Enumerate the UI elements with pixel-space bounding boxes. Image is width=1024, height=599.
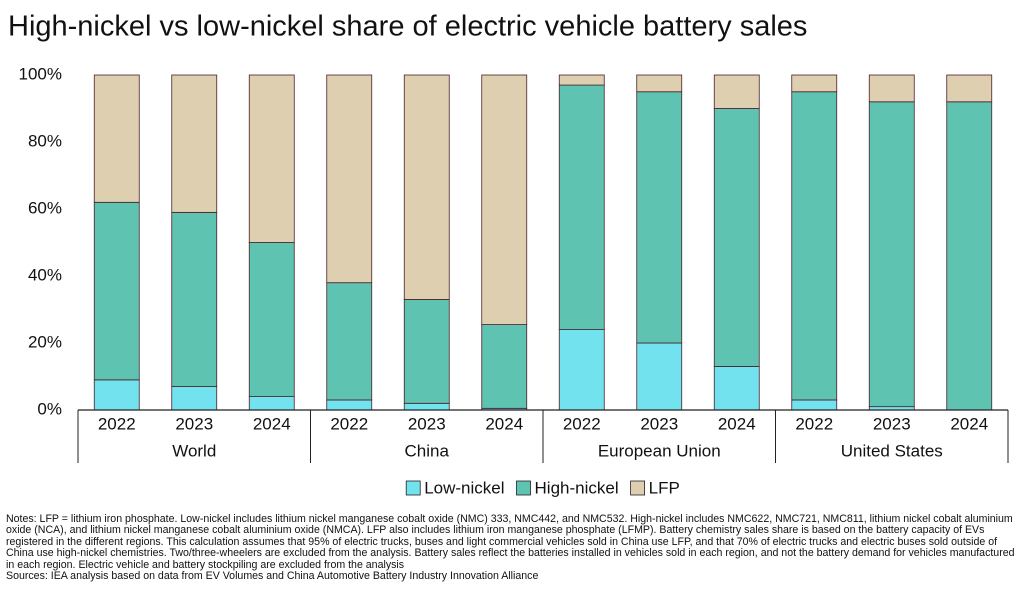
- bar-segment: [93, 201, 140, 381]
- bar-segment: [248, 74, 295, 243]
- bar-segment: [791, 74, 838, 93]
- x-tick-label: 2024: [718, 414, 756, 433]
- bar-segment: [713, 108, 760, 367]
- bar-segment: [326, 399, 373, 411]
- chart-title: High-nickel vs low-nickel share of elect…: [8, 11, 807, 43]
- chart: High-nickel vs low-nickel share of elect…: [8, 11, 1009, 497]
- y-tick-label: 60%: [28, 198, 62, 217]
- bar-segment: [946, 74, 993, 103]
- x-tick-label: 2022: [98, 414, 136, 433]
- x-tick-label: 2024: [253, 414, 291, 433]
- bar-segment: [171, 386, 218, 411]
- x-tick-label: 2022: [563, 414, 601, 433]
- bar-segment: [558, 329, 605, 411]
- y-tick-label: 20%: [28, 332, 62, 351]
- y-tick-label: 40%: [28, 265, 62, 284]
- bar-segment: [558, 84, 605, 331]
- bar-segment: [403, 74, 450, 300]
- bar-segment: [171, 211, 218, 387]
- x-tick-label: 2022: [330, 414, 368, 433]
- bar-segment: [326, 282, 373, 401]
- x-tick-label: 2023: [873, 414, 911, 433]
- bar-segment: [481, 74, 528, 325]
- bar-segment: [326, 74, 373, 284]
- bar-segment: [636, 91, 683, 344]
- bar-segment: [868, 101, 915, 408]
- legend-swatch: [516, 480, 531, 496]
- bar-segment: [403, 402, 450, 411]
- bar-segment: [713, 366, 760, 411]
- sources: Sources: IEA analysis based on data from…: [6, 570, 539, 583]
- group-label: United States: [841, 441, 943, 460]
- legend-label: LFP: [649, 478, 680, 497]
- bar-segment: [946, 101, 993, 411]
- x-tick-label: 2024: [485, 414, 523, 433]
- bar-segment: [171, 74, 218, 213]
- bar-segment: [248, 242, 295, 398]
- y-tick-label: 80%: [28, 131, 62, 150]
- bar-segment: [636, 74, 683, 93]
- bar-segment: [403, 299, 450, 404]
- x-tick-label: 2023: [640, 414, 678, 433]
- bar-segment: [93, 74, 140, 203]
- bar-segment: [248, 396, 295, 411]
- bar-segment: [791, 91, 838, 401]
- bar-segment: [636, 342, 683, 411]
- x-tick-label: 2023: [175, 414, 213, 433]
- bar-segment: [868, 74, 915, 103]
- legend-swatch: [630, 480, 646, 496]
- x-tick-label: 2024: [950, 414, 988, 433]
- legend-label: High-nickel: [535, 478, 619, 497]
- legend-swatch: [405, 480, 421, 496]
- notes: Notes: LFP = lithium iron phosphate. Low…: [6, 513, 1015, 571]
- bar-segment: [481, 324, 528, 409]
- notes-block: Notes: LFP = lithium iron phosphate. Low…: [6, 513, 1018, 583]
- bar-segment: [558, 74, 605, 86]
- y-tick-label: 100%: [19, 64, 62, 83]
- group-label: European Union: [598, 441, 721, 460]
- bar-segment: [791, 399, 838, 411]
- group-label: China: [405, 441, 450, 460]
- legend-label: Low-nickel: [424, 478, 504, 497]
- x-tick-label: 2023: [408, 414, 446, 433]
- group-label: World: [172, 441, 216, 460]
- bar-segment: [713, 74, 760, 109]
- x-tick-label: 2022: [795, 414, 833, 433]
- y-tick-label: 0%: [37, 399, 62, 418]
- bar-segment: [93, 379, 140, 411]
